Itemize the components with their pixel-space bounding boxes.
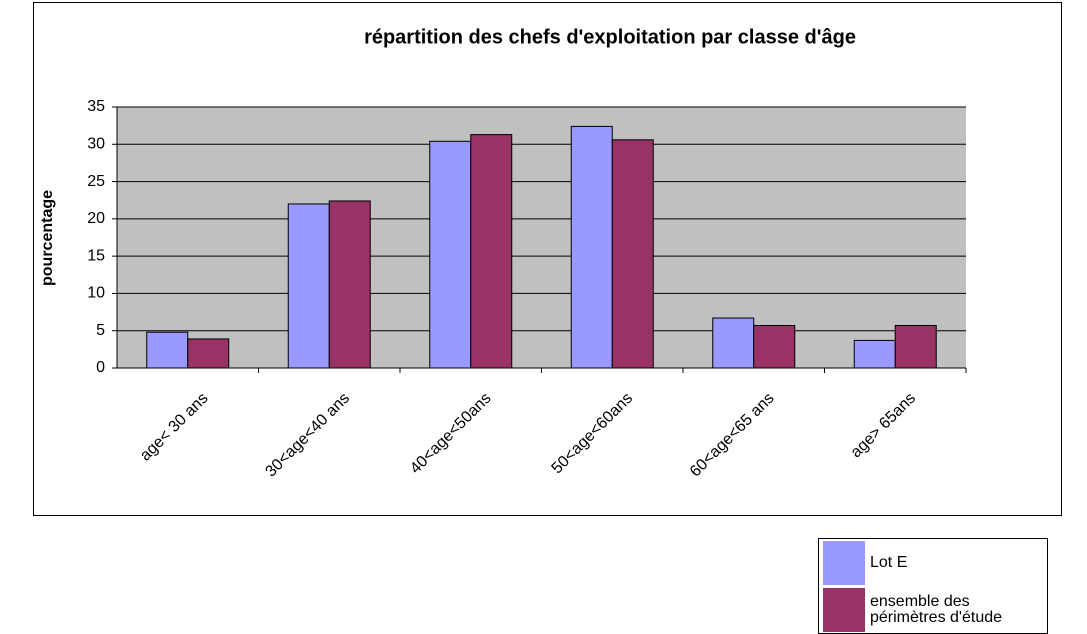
y-tick-label: 20 <box>87 210 105 227</box>
bar <box>753 324 796 369</box>
legend-swatch <box>823 588 865 632</box>
legend-label-box: Lot E <box>870 554 908 571</box>
legend-label: Lot E <box>870 554 908 571</box>
bar <box>470 134 513 369</box>
bar <box>611 139 654 369</box>
bar <box>287 203 330 369</box>
y-tick-label: 10 <box>87 285 105 302</box>
bar <box>894 324 937 369</box>
bar <box>570 125 613 369</box>
legend-swatch <box>823 541 865 585</box>
bar <box>712 317 755 369</box>
y-tick-label: 25 <box>87 173 105 190</box>
plot-area <box>117 107 966 368</box>
bar <box>429 140 472 369</box>
y-tick-label: 15 <box>87 247 105 264</box>
y-tick-label: 30 <box>87 136 105 153</box>
bar <box>187 338 230 369</box>
y-tick-label: 5 <box>96 322 105 339</box>
legend-label: ensemble des périmètres d'étude <box>870 593 1003 626</box>
bar <box>853 339 896 369</box>
bar <box>146 331 189 369</box>
y-tick-label: 35 <box>87 98 105 115</box>
legend-label-box: ensemble des périmètres d'étude <box>870 593 1003 626</box>
y-axis-label: pourcentage <box>39 190 56 286</box>
chart-title: répartition des chefs d'exploitation par… <box>364 26 856 48</box>
y-tick-label: 0 <box>96 359 105 376</box>
bar <box>328 200 371 369</box>
